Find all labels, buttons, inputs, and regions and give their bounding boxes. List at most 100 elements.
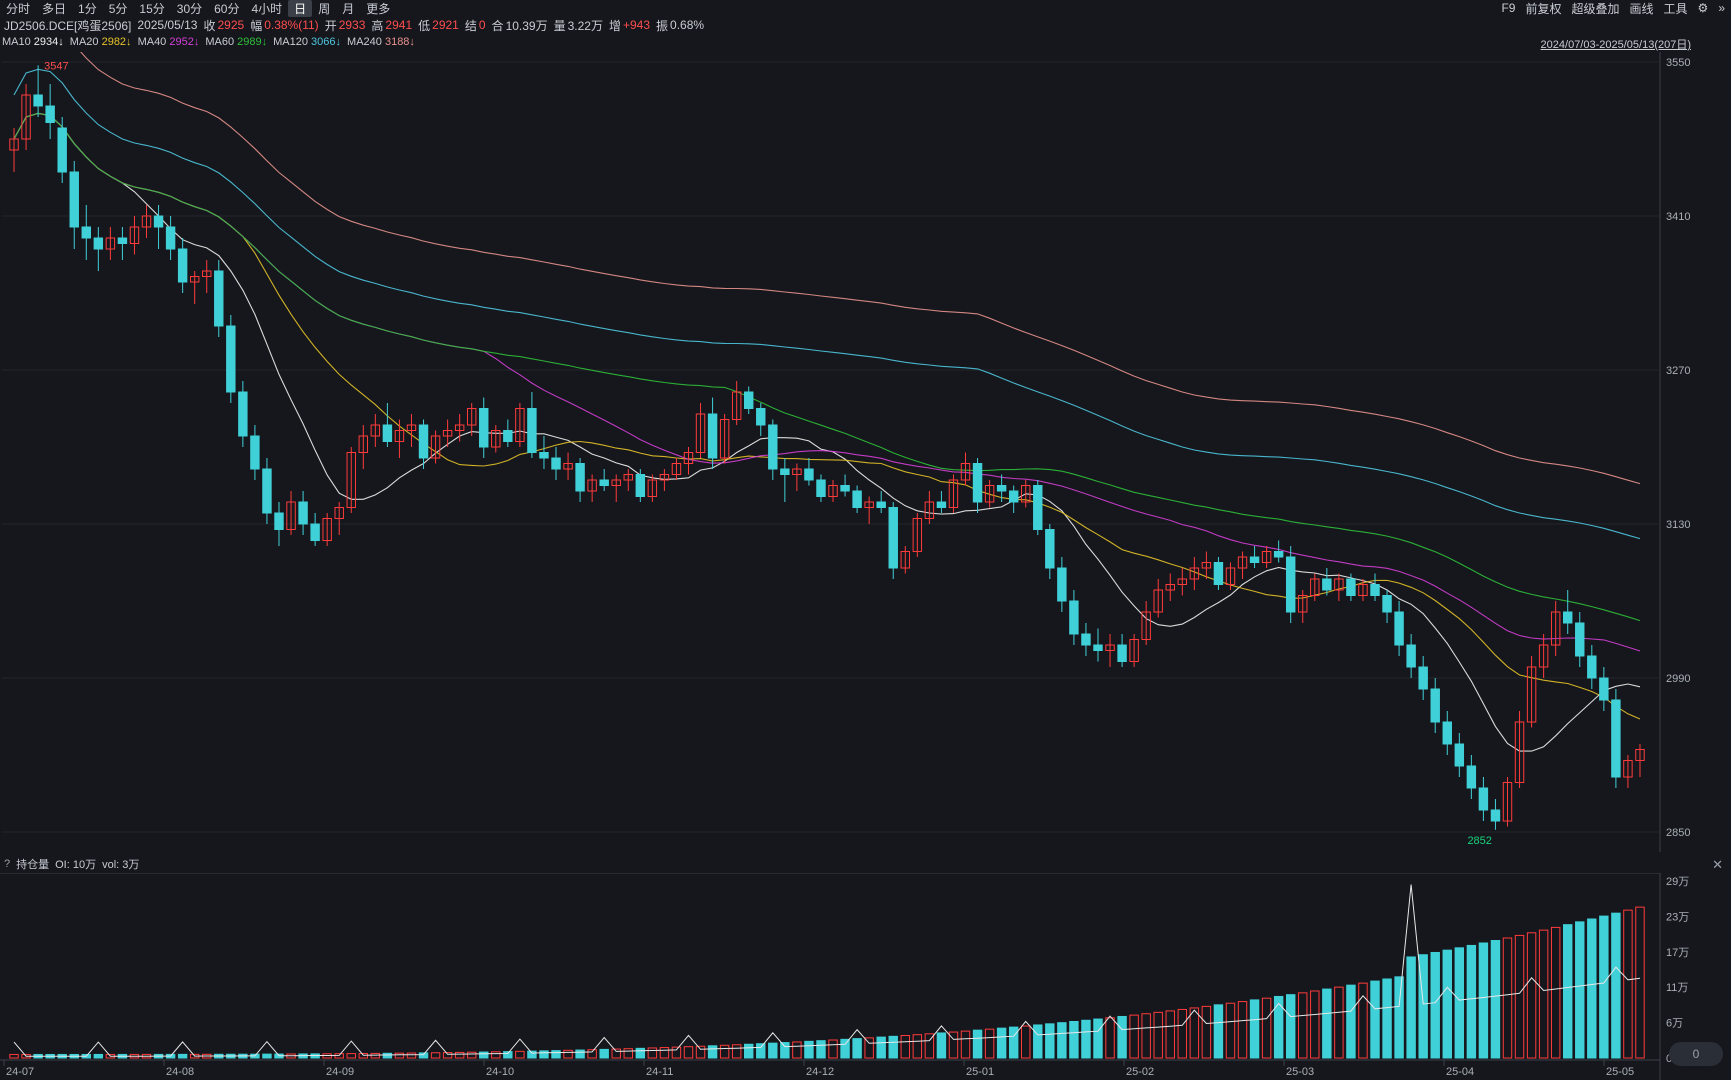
candle-body (177, 248, 188, 283)
y-tick-label: 2850 (1666, 827, 1690, 839)
candle (1430, 678, 1440, 733)
candlestick-chart[interactable]: 3550 3410 3270 3130 2990 2850 3547 2852 (0, 52, 1731, 852)
candle-body (780, 468, 790, 475)
date-range-selector[interactable]: 2024/07/03-2025/05/13(207日) (1540, 39, 1691, 51)
oi-bar (551, 1050, 561, 1059)
candle (804, 458, 814, 486)
oi-bar (635, 1047, 646, 1059)
oi-bar (1322, 988, 1332, 1059)
help-icon[interactable]: ? (4, 858, 11, 870)
candle (539, 436, 549, 469)
candle (731, 381, 742, 425)
period-tab-4[interactable]: 15分 (139, 1, 165, 16)
candle (816, 474, 826, 502)
candle-body (406, 424, 417, 431)
period-tab-11[interactable]: 更多 (366, 1, 391, 16)
candle-body (334, 507, 344, 519)
oi-bar (768, 1042, 778, 1059)
ma-line-ma40 (13, 112, 1641, 652)
candle-body (1562, 611, 1573, 624)
candle (1575, 612, 1585, 667)
candle-body (1069, 600, 1079, 635)
candle (274, 502, 284, 546)
candle-body (792, 468, 802, 475)
right-tool-2[interactable]: 超级叠加 (1571, 1, 1620, 16)
right-tool-4[interactable]: 工具 (1663, 1, 1688, 16)
period-tab-3[interactable]: 5分 (108, 1, 128, 16)
candle-body (105, 237, 116, 250)
ma-legend: MA10 2934↓ MA20 2982↓ MA40 2952↓ MA60 2989↓… (2, 34, 421, 50)
oi-bar (683, 1046, 694, 1059)
period-tab-7[interactable]: 4小时 (251, 1, 283, 16)
period-tab-5[interactable]: 30分 (176, 1, 203, 16)
period-tab-10[interactable]: 月 (342, 1, 355, 16)
candle-body (1129, 639, 1139, 662)
oi-bar (346, 1053, 356, 1059)
candle-body (828, 485, 838, 497)
oi-bar (1021, 1025, 1031, 1059)
candle-body (202, 270, 212, 277)
right-tool-3[interactable]: 画线 (1629, 1, 1654, 16)
gear-icon[interactable]: ⚙ (1697, 1, 1709, 15)
oi-bar (623, 1048, 633, 1059)
change-label: 幅 (250, 18, 263, 33)
max-price-label: 3547 (44, 60, 68, 72)
candle-body (743, 391, 754, 409)
candle (322, 513, 332, 546)
candle (587, 474, 597, 502)
period-tab-9[interactable]: 周 (318, 1, 331, 16)
oi-bar (587, 1049, 597, 1059)
x-tick-label: 25-04 (1446, 1066, 1474, 1078)
oi-panel-vol: vol: 3万 (102, 859, 140, 871)
oi-bar (1165, 1010, 1175, 1059)
candle-body (33, 94, 43, 107)
candle-body (1623, 760, 1633, 778)
candle (1249, 546, 1260, 568)
candle (1490, 799, 1501, 830)
oi-bar (936, 1032, 947, 1059)
period-tab-1[interactable]: 多日 (42, 1, 67, 16)
close-icon[interactable]: ✕ (1712, 857, 1723, 872)
candle-body (695, 413, 706, 453)
quote-date: 2025/05/13 (137, 18, 198, 32)
period-tab-0[interactable]: 分时 (6, 1, 31, 16)
oi-bar (1526, 932, 1537, 1059)
candle-body (1358, 584, 1368, 596)
candle-body (214, 270, 224, 327)
right-tool-0[interactable]: F9 (1501, 1, 1516, 15)
candle (1442, 711, 1452, 755)
oi-bar (1454, 947, 1465, 1059)
candle-body (262, 468, 272, 514)
oi-bar (599, 1048, 609, 1059)
oi-bar (1587, 918, 1597, 1059)
double-chevron-icon[interactable]: » (1718, 1, 1725, 15)
candle-body (69, 171, 79, 228)
oi-bar (1490, 940, 1501, 1059)
candle-body (683, 452, 694, 464)
candle (1298, 590, 1308, 623)
oi-bar (828, 1039, 838, 1059)
oi-y-tick-label: 11万 (1666, 982, 1688, 994)
candle-body (563, 463, 573, 470)
candle-body (888, 507, 898, 569)
candle (671, 458, 682, 480)
inc-value: +943 (622, 18, 651, 32)
candle-body (346, 452, 356, 508)
right-tool-1[interactable]: 前复权 (1525, 1, 1562, 16)
candle-body (719, 419, 730, 459)
oi-bar (707, 1045, 718, 1059)
candle (719, 414, 730, 464)
candle (1394, 601, 1404, 656)
oi-volume-chart[interactable]: 29万 23万 17万 11万 6万 0 24-07 24-08 24-09 24-10 24-11… (0, 873, 1731, 1080)
period-tab-2[interactable]: 1分 (78, 1, 97, 16)
candle (45, 84, 55, 139)
period-tab-6[interactable]: 60分 (214, 1, 240, 16)
candle (1057, 557, 1067, 612)
candle (1165, 573, 1175, 601)
period-tab-8[interactable]: 日 (288, 0, 313, 17)
candle (563, 452, 573, 480)
candle (1105, 634, 1115, 667)
candle (1261, 546, 1272, 568)
oi-bar (1008, 1026, 1019, 1059)
y-tick-label: 3130 (1666, 519, 1690, 531)
